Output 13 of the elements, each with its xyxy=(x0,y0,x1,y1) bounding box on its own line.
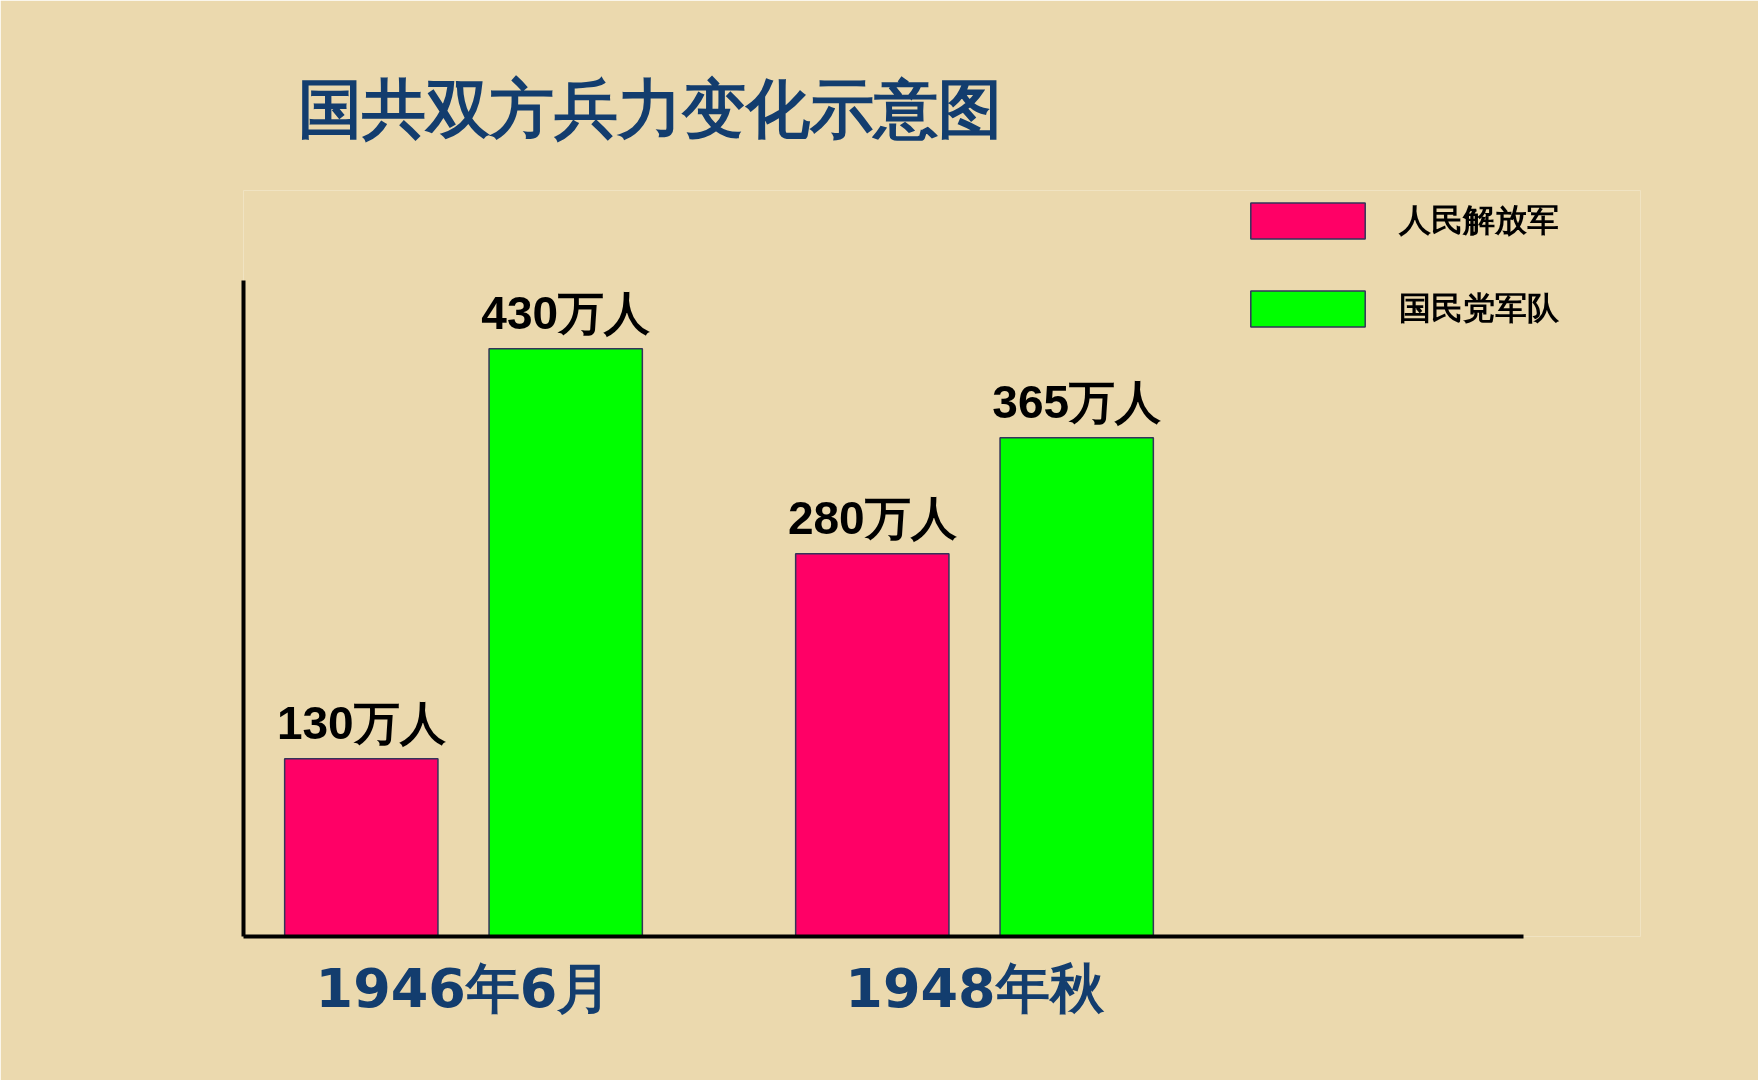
x-tick-label: 1946年6月 xyxy=(315,956,612,1020)
x-tick-label: 1948年秋 xyxy=(845,956,1105,1020)
data-label: 365万人 xyxy=(992,375,1162,428)
chart-title: 国共双方兵力变化示意图 xyxy=(297,71,1002,146)
bar xyxy=(794,553,950,937)
legend-label: 人民解放军 xyxy=(1399,199,1559,241)
bar xyxy=(488,348,644,937)
legend-label: 国民党军队 xyxy=(1399,287,1559,329)
data-label: 280万人 xyxy=(787,491,957,544)
bar xyxy=(283,758,439,937)
data-label: 130万人 xyxy=(276,696,446,749)
bar xyxy=(999,436,1155,937)
data-label: 430万人 xyxy=(481,286,651,339)
